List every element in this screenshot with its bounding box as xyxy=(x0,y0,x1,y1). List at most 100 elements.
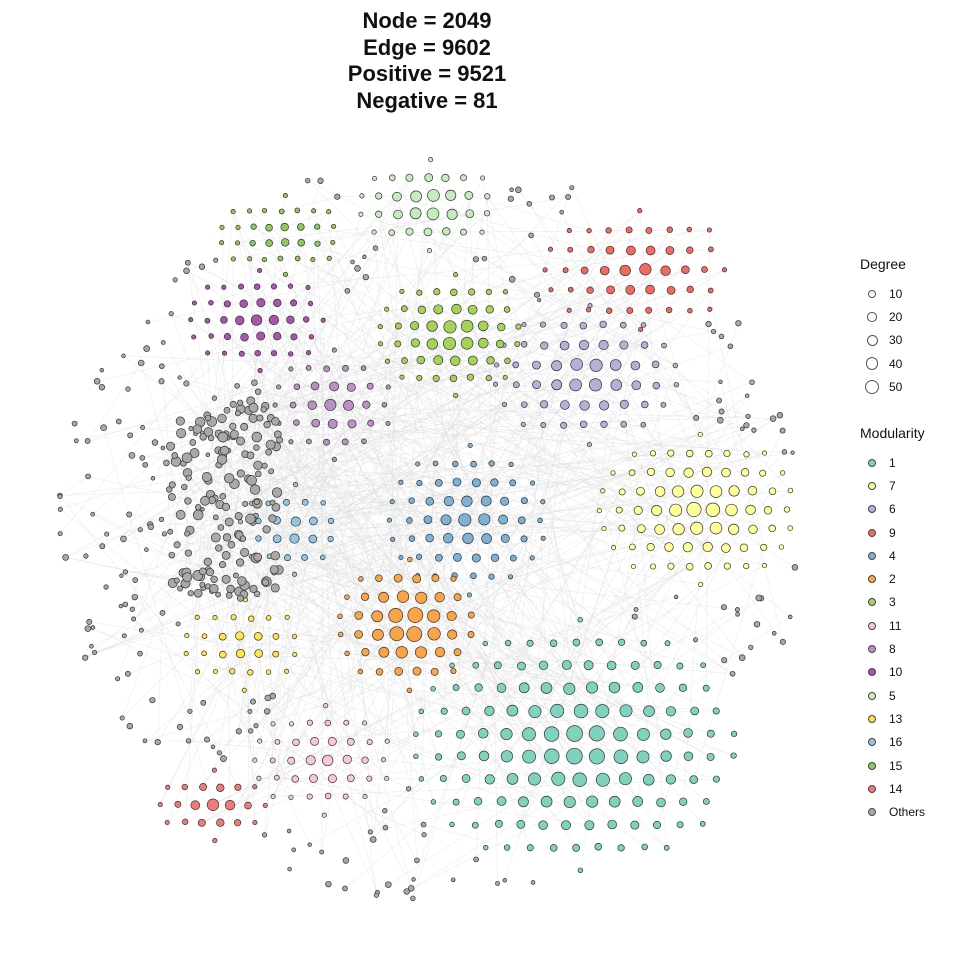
graph-node xyxy=(296,223,305,231)
graph-node xyxy=(264,694,272,702)
title-edge-count: Edge = 9602 xyxy=(363,34,491,60)
graph-node xyxy=(619,399,629,409)
modularity-legend-item: 13 xyxy=(860,707,925,730)
graph-node xyxy=(426,248,432,254)
graph-edge xyxy=(189,509,203,712)
graph-node xyxy=(308,334,315,340)
graph-node xyxy=(389,499,395,505)
graph-node xyxy=(84,625,92,632)
graph-node xyxy=(174,800,182,808)
graph-edge xyxy=(157,612,163,743)
graph-node xyxy=(171,452,179,459)
graph-edge xyxy=(344,250,430,443)
graph-node xyxy=(216,454,228,465)
graph-node xyxy=(380,757,387,763)
graph-node xyxy=(652,820,662,830)
graph-node xyxy=(57,531,63,537)
graph-node xyxy=(420,821,427,828)
degree-legend-item: 10 xyxy=(860,282,906,305)
graph-node xyxy=(238,283,245,290)
graph-node xyxy=(500,750,513,763)
graph-edge xyxy=(576,364,721,421)
graph-node xyxy=(84,438,91,444)
graph-node xyxy=(456,751,466,761)
degree-legend-label: 40 xyxy=(889,356,903,371)
graph-node xyxy=(270,721,276,727)
graph-node xyxy=(638,326,644,332)
modularity-legend-label: 3 xyxy=(889,595,896,610)
graph-node xyxy=(579,321,588,330)
graph-node xyxy=(532,380,541,389)
graph-node xyxy=(466,373,474,381)
graph-node xyxy=(643,705,655,718)
graph-edge xyxy=(421,643,531,712)
graph-node xyxy=(452,798,460,806)
graph-node xyxy=(435,553,443,562)
modularity-legend-item: 7 xyxy=(860,474,925,497)
graph-node xyxy=(265,223,273,232)
graph-node xyxy=(452,684,460,692)
graph-node xyxy=(203,557,212,566)
graph-node xyxy=(619,321,627,329)
graph-node xyxy=(217,431,229,443)
graph-edge xyxy=(380,326,689,473)
graph-node xyxy=(396,590,410,603)
graph-node xyxy=(208,333,214,339)
graph-edge xyxy=(186,383,346,443)
graph-edge xyxy=(85,404,645,658)
graph-edge xyxy=(369,364,517,743)
graph-node xyxy=(629,543,636,551)
graph-node xyxy=(416,355,426,365)
graph-node xyxy=(232,572,239,579)
graph-node xyxy=(93,378,101,385)
graph-node xyxy=(192,424,203,434)
graph-node xyxy=(127,432,134,439)
graph-edge xyxy=(482,177,577,643)
graph-edge xyxy=(192,442,412,889)
graph-edge xyxy=(240,408,707,802)
graph-node xyxy=(403,888,410,895)
graph-node xyxy=(702,798,710,805)
graph-node xyxy=(384,776,390,782)
graph-node xyxy=(426,338,438,350)
graph-node xyxy=(325,880,332,888)
graph-edge xyxy=(272,377,471,797)
modularity-legend-label: 8 xyxy=(889,642,896,657)
graph-node xyxy=(393,573,403,583)
graph-node xyxy=(755,594,762,602)
graph-node xyxy=(394,667,404,676)
graph-node xyxy=(320,500,326,506)
graph-edge xyxy=(414,279,513,326)
graph-node xyxy=(282,193,288,199)
graph-node xyxy=(683,728,693,738)
graph-edge xyxy=(249,210,486,644)
graph-node xyxy=(408,497,415,504)
graph-edge xyxy=(237,565,765,823)
graph-node xyxy=(645,284,655,295)
graph-node xyxy=(261,207,268,214)
graph-node xyxy=(502,289,508,295)
graph-edge xyxy=(219,504,418,861)
graph-node xyxy=(484,210,491,217)
graph-node xyxy=(389,174,396,181)
graph-node xyxy=(204,414,212,422)
graph-node xyxy=(346,382,356,392)
graph-node xyxy=(663,844,670,851)
graph-edge xyxy=(621,323,739,643)
graph-node xyxy=(219,492,227,500)
graph-node xyxy=(562,267,569,274)
graph-node xyxy=(484,705,495,717)
degree-legend-item: 20 xyxy=(860,305,906,328)
graph-node xyxy=(665,246,675,255)
graph-node xyxy=(145,319,151,325)
graph-node xyxy=(413,731,419,737)
graph-node xyxy=(284,554,291,562)
graph-node xyxy=(628,469,636,477)
graph-node xyxy=(212,838,218,844)
graph-edge xyxy=(321,195,434,853)
graph-node xyxy=(619,340,629,350)
graph-edge xyxy=(481,232,697,529)
graph-node xyxy=(453,648,462,657)
graph-edge xyxy=(471,490,604,616)
graph-edge xyxy=(276,596,348,778)
